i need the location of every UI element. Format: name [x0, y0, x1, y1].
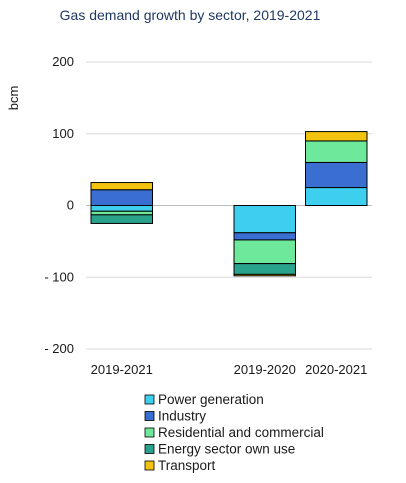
- bar-segment: [233, 205, 296, 234]
- y-tick-label: 200: [52, 54, 74, 69]
- bar-segment: [90, 182, 153, 191]
- bar-segment: [305, 161, 368, 189]
- bar-segment: [233, 239, 296, 265]
- x-tick-label: 2020-2021: [305, 362, 367, 377]
- legend-label: Transport: [158, 458, 216, 473]
- x-tick-label: 2019-2021: [91, 362, 153, 377]
- legend-label: Industry: [158, 409, 206, 424]
- legend-swatch: [144, 394, 155, 405]
- bar-segment: [90, 205, 153, 212]
- legend-swatch: [144, 427, 155, 438]
- legend-swatch: [144, 411, 155, 421]
- bar-segment: [90, 189, 153, 206]
- x-tick-label: 2019-2020: [234, 362, 296, 377]
- chart-title: Gas demand growth by sector, 2019-2021: [60, 7, 321, 23]
- bar-segment: [305, 131, 368, 142]
- y-axis-label: bcm: [6, 86, 21, 111]
- bar-segment: [233, 232, 296, 241]
- legend-swatch: [144, 460, 155, 471]
- bar-segment: [233, 273, 296, 277]
- y-tick-label: 100: [52, 126, 74, 141]
- bar-segment: [90, 214, 153, 224]
- legend-label: Residential and commercial: [158, 425, 324, 440]
- bar-segment: [90, 210, 153, 216]
- legend-swatch: [144, 444, 155, 454]
- bar-segment: [305, 140, 368, 163]
- bar-segment: [233, 263, 296, 275]
- bar-segment: [305, 187, 368, 206]
- y-tick-label: 0: [67, 198, 74, 213]
- y-tick-label: - 200: [44, 341, 74, 356]
- legend-label: Power generation: [158, 392, 264, 407]
- y-tick-label: - 100: [44, 269, 74, 284]
- legend-label: Energy sector own use: [158, 442, 295, 457]
